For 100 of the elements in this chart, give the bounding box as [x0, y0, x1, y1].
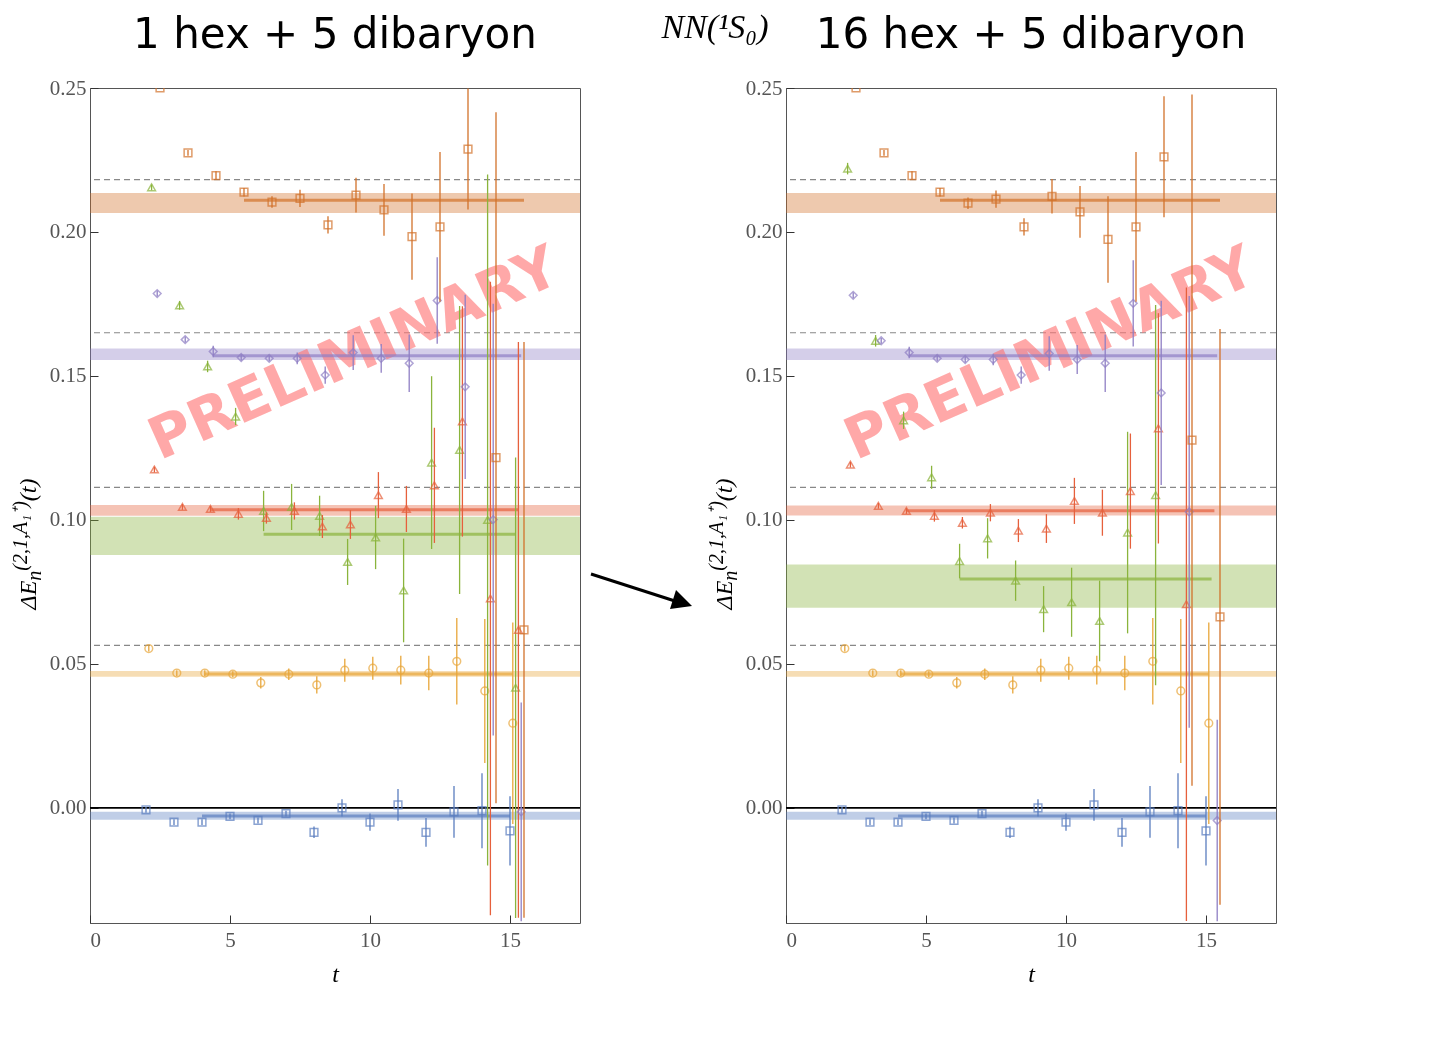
point [452, 656, 462, 666]
point [477, 806, 487, 816]
point [1038, 605, 1049, 614]
point [1204, 718, 1214, 728]
point [1041, 524, 1052, 533]
x-tick-label: 0 [786, 927, 797, 952]
point [929, 511, 940, 520]
point [1117, 827, 1127, 837]
point [144, 643, 154, 654]
point [351, 190, 361, 200]
point [1061, 817, 1071, 827]
x-tick-label: 5 [921, 927, 932, 952]
point [482, 515, 493, 524]
point [429, 481, 440, 490]
point [982, 534, 993, 543]
point [1069, 496, 1080, 505]
point [1005, 827, 1015, 837]
point [837, 805, 847, 815]
point [1148, 656, 1158, 666]
point [373, 491, 384, 500]
point [169, 817, 179, 827]
x-tick-label: 10 [360, 927, 381, 952]
point [368, 663, 378, 673]
point [1066, 598, 1077, 607]
point [314, 511, 325, 520]
point [312, 680, 322, 690]
point [345, 520, 356, 529]
point [261, 513, 272, 522]
point [233, 509, 244, 518]
point [893, 817, 903, 827]
point [879, 148, 889, 158]
point [149, 465, 160, 474]
point [1125, 487, 1136, 496]
point [211, 170, 221, 181]
y-tick-label: 0.00 [745, 795, 783, 820]
point [896, 668, 906, 678]
point [516, 807, 526, 817]
point [1131, 222, 1141, 232]
y-tick-label: 0.25 [49, 75, 87, 100]
point [281, 808, 291, 819]
point [901, 506, 912, 516]
point [146, 183, 157, 192]
point [1064, 663, 1074, 673]
point [398, 586, 409, 595]
point [1008, 680, 1018, 690]
point [396, 665, 406, 675]
point [1094, 616, 1105, 626]
chart-title: 16 hex + 5 dibaryon [815, 9, 1247, 58]
y-tick-label: 0.20 [745, 219, 783, 244]
point [284, 669, 294, 679]
point [177, 502, 188, 512]
point [991, 194, 1001, 204]
point [1145, 807, 1155, 817]
point [340, 665, 350, 675]
point [1150, 491, 1161, 500]
point [1047, 191, 1057, 201]
x-tick-label: 5 [225, 927, 236, 952]
point [424, 668, 434, 678]
y-tick-label: 0.20 [49, 219, 87, 244]
y-tick-label: 0.15 [49, 363, 87, 388]
point [267, 197, 277, 207]
point [1173, 806, 1183, 816]
point [924, 669, 934, 679]
point [337, 803, 347, 813]
point [954, 556, 965, 566]
x-tick-label: 15 [1196, 927, 1217, 952]
point [141, 805, 151, 815]
point [488, 514, 498, 525]
point [449, 807, 459, 817]
point [868, 668, 878, 678]
x-axis-title: t [332, 960, 341, 987]
point [842, 164, 853, 173]
point [1036, 665, 1046, 675]
point [309, 827, 319, 837]
point [172, 668, 182, 678]
point [485, 594, 496, 603]
point [1181, 600, 1192, 609]
point [935, 187, 945, 197]
point [907, 170, 917, 181]
point [289, 506, 300, 516]
point [393, 800, 403, 810]
point [1212, 815, 1222, 826]
point [426, 458, 437, 467]
point [921, 811, 931, 822]
point [435, 222, 445, 232]
y-tick-label: 0.10 [49, 507, 87, 532]
point [508, 718, 518, 728]
point [480, 686, 490, 696]
point [865, 817, 875, 827]
point [317, 522, 328, 531]
point [1010, 576, 1021, 585]
point [1201, 826, 1211, 836]
point [407, 231, 417, 242]
point [985, 508, 996, 517]
point [295, 193, 305, 203]
point [253, 815, 263, 826]
point [952, 678, 962, 688]
point [365, 817, 375, 827]
point [342, 557, 353, 567]
point [845, 460, 856, 469]
